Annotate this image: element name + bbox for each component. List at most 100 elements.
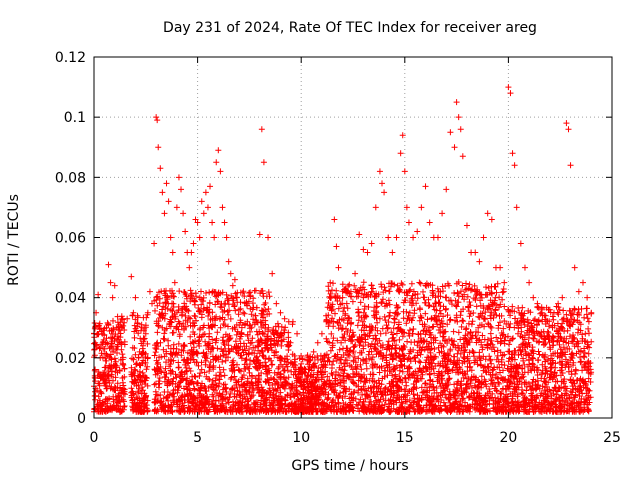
x-tick-label: 0 xyxy=(90,430,99,446)
data-point xyxy=(360,246,367,253)
data-point xyxy=(333,243,340,250)
data-point xyxy=(265,234,272,241)
data-point xyxy=(401,168,408,175)
data-point xyxy=(169,249,176,256)
data-point xyxy=(364,249,371,256)
data-point xyxy=(335,264,342,271)
data-point xyxy=(115,336,122,343)
data-points xyxy=(93,84,595,376)
data-point xyxy=(399,132,406,139)
data-point xyxy=(211,234,218,241)
data-point xyxy=(107,279,114,286)
data-point xyxy=(192,216,199,223)
data-point xyxy=(204,204,211,211)
data-point xyxy=(124,315,131,322)
data-point xyxy=(418,204,425,211)
data-point xyxy=(190,240,197,247)
data-point xyxy=(178,186,185,193)
data-point xyxy=(153,114,160,121)
data-point xyxy=(538,309,545,316)
data-point xyxy=(202,189,209,196)
data-point xyxy=(559,294,566,301)
data-point xyxy=(163,180,170,187)
data-point xyxy=(213,159,220,166)
data-point xyxy=(221,219,228,226)
y-tick-label: 0.02 xyxy=(55,351,86,367)
data-point xyxy=(310,348,317,355)
data-point xyxy=(476,258,483,265)
data-point xyxy=(155,144,162,151)
data-point xyxy=(99,330,106,337)
data-point xyxy=(381,189,388,196)
data-point xyxy=(472,249,479,256)
data-point xyxy=(101,369,108,376)
data-point xyxy=(227,270,234,277)
data-point xyxy=(173,204,180,211)
y-tick-label: 0.12 xyxy=(55,50,86,66)
data-point xyxy=(225,258,232,265)
data-point xyxy=(128,273,135,280)
data-point xyxy=(161,210,168,217)
data-point xyxy=(579,279,586,286)
data-point xyxy=(182,228,189,235)
data-point xyxy=(252,312,259,319)
data-point xyxy=(488,216,495,223)
data-point xyxy=(233,294,240,301)
data-point xyxy=(207,183,214,190)
data-point xyxy=(422,183,429,190)
data-point xyxy=(463,222,470,229)
data-point xyxy=(372,204,379,211)
data-point xyxy=(134,312,141,319)
data-point xyxy=(120,360,127,367)
data-point xyxy=(175,174,182,181)
y-tick-label: 0.1 xyxy=(64,110,86,126)
data-point xyxy=(501,279,508,286)
data-point xyxy=(397,150,404,157)
data-point xyxy=(294,330,301,337)
x-tick-label: 25 xyxy=(603,430,621,446)
data-point xyxy=(379,180,386,187)
data-point xyxy=(236,306,243,313)
data-point xyxy=(331,216,338,223)
x-tick-label: 15 xyxy=(396,430,414,446)
data-point xyxy=(497,264,504,271)
data-point xyxy=(505,84,512,91)
data-point xyxy=(584,294,591,301)
data-point xyxy=(198,198,205,205)
data-point xyxy=(565,126,572,133)
data-point xyxy=(484,210,491,217)
data-point xyxy=(196,234,203,241)
data-point xyxy=(339,294,346,301)
data-point xyxy=(260,159,267,166)
data-point xyxy=(414,228,421,235)
data-point xyxy=(563,120,570,127)
data-point xyxy=(219,204,226,211)
data-point xyxy=(403,204,410,211)
data-point xyxy=(113,324,120,331)
data-point xyxy=(258,126,265,133)
data-point xyxy=(167,234,174,241)
data-point xyxy=(244,318,251,325)
data-point xyxy=(136,348,143,355)
data-point xyxy=(188,249,195,256)
x-tick-label: 5 xyxy=(193,430,202,446)
data-point xyxy=(142,330,149,337)
data-point xyxy=(447,129,454,136)
data-point xyxy=(117,339,124,346)
data-point xyxy=(439,210,446,217)
data-point xyxy=(526,279,533,286)
data-point xyxy=(443,186,450,193)
data-point xyxy=(389,249,396,256)
data-point xyxy=(103,324,110,331)
data-point xyxy=(534,300,541,307)
x-tick-label: 20 xyxy=(499,430,517,446)
x-tick-label: 10 xyxy=(292,430,310,446)
data-point xyxy=(273,300,280,307)
data-point xyxy=(542,312,549,319)
data-point xyxy=(385,234,392,241)
data-point xyxy=(215,147,222,154)
data-point xyxy=(149,300,156,307)
data-point xyxy=(507,90,514,97)
